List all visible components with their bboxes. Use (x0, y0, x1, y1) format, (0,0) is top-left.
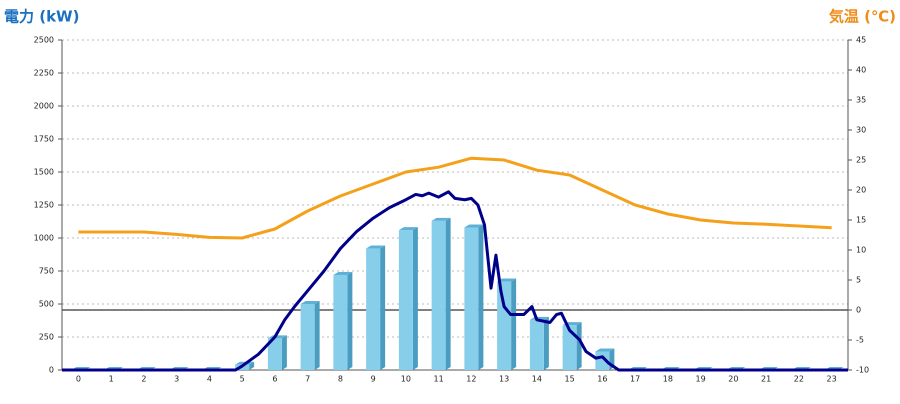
y2-tick-label: 5 (856, 276, 861, 285)
bar-face (366, 245, 386, 249)
bar (366, 245, 386, 370)
bar-face (445, 217, 451, 370)
y-tick-label: 2000 (34, 102, 54, 111)
x-tick-label: 18 (663, 375, 673, 384)
bar-face (333, 271, 353, 275)
bar-face (333, 274, 348, 370)
bar-face (464, 227, 479, 370)
x-tick-label: 10 (401, 375, 411, 384)
bar-face (543, 316, 549, 370)
bar-face (412, 227, 418, 370)
y-tick-label: 500 (39, 300, 54, 309)
y-tick-label: 1750 (34, 135, 54, 144)
x-tick-label: 16 (597, 375, 607, 384)
y2-tick-label: 40 (856, 66, 866, 75)
y2-axis-title: 気温 (℃) (829, 8, 896, 26)
y-tick-label: 0 (49, 366, 54, 375)
bar (562, 322, 582, 370)
x-tick-label: 3 (174, 375, 179, 384)
bar-face (347, 271, 353, 370)
x-tick-label: 0 (76, 375, 81, 384)
bar-face (300, 304, 315, 370)
y2-tick-label: 0 (856, 306, 861, 315)
y2-tick-label: -5 (856, 336, 864, 345)
y2-tick-label: 35 (856, 96, 866, 105)
bar (267, 335, 287, 370)
bar-face (300, 301, 320, 304)
y2-tick-label: -10 (856, 366, 869, 375)
x-tick-label: 12 (466, 375, 476, 384)
y-tick-label: 1500 (34, 168, 54, 177)
bar-face (314, 301, 320, 370)
x-tick-label: 22 (794, 375, 804, 384)
bar-face (464, 224, 484, 228)
x-tick-label: 7 (305, 375, 310, 384)
x-tick-label: 13 (499, 375, 509, 384)
x-tick-label: 21 (761, 375, 771, 384)
bar (464, 224, 484, 370)
bar-face (431, 217, 451, 221)
bar-face (398, 230, 413, 370)
y2-tick-label: 45 (856, 36, 866, 45)
bar (398, 227, 418, 370)
x-tick-label: 2 (141, 375, 146, 384)
x-tick-label: 11 (434, 375, 444, 384)
x-tick-label: 8 (338, 375, 343, 384)
bar-face (497, 278, 517, 282)
bar-face (562, 325, 577, 370)
bar-face (576, 322, 582, 370)
bar-face (497, 281, 512, 370)
bar-face (281, 335, 287, 370)
line (78, 156, 832, 240)
y2-tick-label: 10 (856, 246, 866, 255)
bar (529, 316, 549, 370)
bar-face (511, 278, 517, 370)
line (62, 190, 848, 372)
bar-face (431, 220, 446, 370)
bar-face (366, 248, 381, 370)
y-tick-label: 1000 (34, 234, 54, 243)
y2-tick-label: 30 (856, 126, 866, 135)
y2-tick-label: 25 (856, 156, 866, 165)
y-tick-label: 250 (39, 333, 54, 342)
y-tick-label: 2500 (34, 36, 54, 45)
bar-face (478, 224, 484, 370)
x-tick-label: 9 (371, 375, 376, 384)
x-tick-label: 17 (630, 375, 640, 384)
bar (431, 217, 451, 370)
x-tick-label: 5 (240, 375, 245, 384)
x-tick-label: 14 (532, 375, 542, 384)
x-tick-label: 23 (827, 375, 837, 384)
y2-tick-label: 20 (856, 186, 866, 195)
bar-face (595, 348, 615, 352)
y-tick-label: 750 (39, 267, 54, 276)
x-tick-label: 15 (565, 375, 575, 384)
x-tick-label: 20 (728, 375, 738, 384)
x-tick-label: 1 (109, 375, 114, 384)
bar (300, 301, 320, 370)
y-axis-title: 電力 (kW) (4, 8, 79, 26)
y-tick-label: 1250 (34, 201, 54, 210)
bar-face (267, 338, 282, 370)
bar-face (529, 319, 544, 370)
x-tick-label: 19 (696, 375, 706, 384)
bar-face (380, 245, 386, 370)
bar-face (398, 227, 418, 231)
x-tick-label: 4 (207, 375, 212, 384)
y2-tick-label: 15 (856, 216, 866, 225)
x-tick-label: 6 (272, 375, 277, 384)
y-tick-label: 2250 (34, 69, 54, 78)
bar (333, 271, 353, 370)
bar (497, 278, 517, 370)
bar-face (249, 361, 255, 370)
